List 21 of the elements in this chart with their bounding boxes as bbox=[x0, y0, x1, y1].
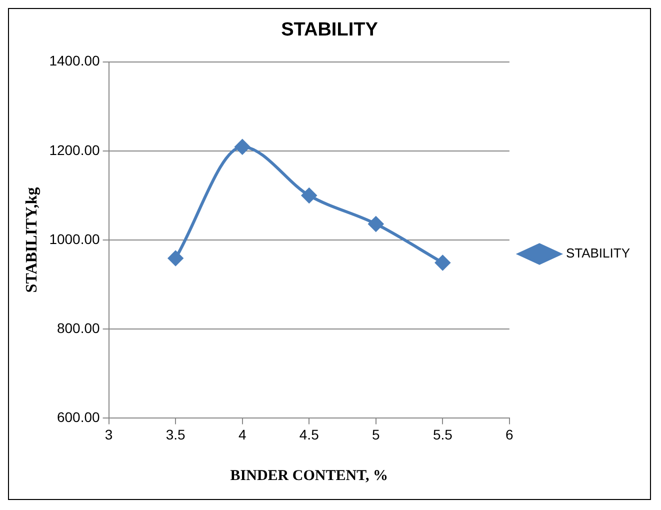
y-axis-title: STABILITY,kg bbox=[24, 187, 41, 293]
x-tick-label: 4.5 bbox=[299, 426, 320, 442]
legend-label: STABILITY bbox=[566, 246, 630, 261]
y-tick-label: 1200.00 bbox=[49, 142, 100, 158]
chart-title: STABILITY bbox=[281, 20, 378, 41]
x-tick-label: 6 bbox=[506, 426, 514, 442]
x-tick-label: 4 bbox=[238, 426, 246, 442]
point bbox=[302, 188, 317, 203]
point bbox=[368, 216, 384, 232]
x-axis-title: BINDER CONTENT, % bbox=[230, 468, 388, 484]
y-tick-label: 600.00 bbox=[56, 409, 100, 426]
x-tick-label: 5 bbox=[372, 426, 380, 442]
point bbox=[435, 255, 450, 270]
x-tick-label: 5.5 bbox=[432, 426, 453, 442]
y-tick-label: 800.00 bbox=[56, 320, 100, 336]
y-tick-label: 1000.00 bbox=[49, 230, 100, 247]
x-tick-label: 3 bbox=[104, 426, 113, 442]
y-tick-label: 1400.00 bbox=[49, 52, 100, 69]
point bbox=[168, 250, 184, 266]
point bbox=[234, 139, 250, 154]
x-tick-label: 3.5 bbox=[166, 426, 186, 442]
